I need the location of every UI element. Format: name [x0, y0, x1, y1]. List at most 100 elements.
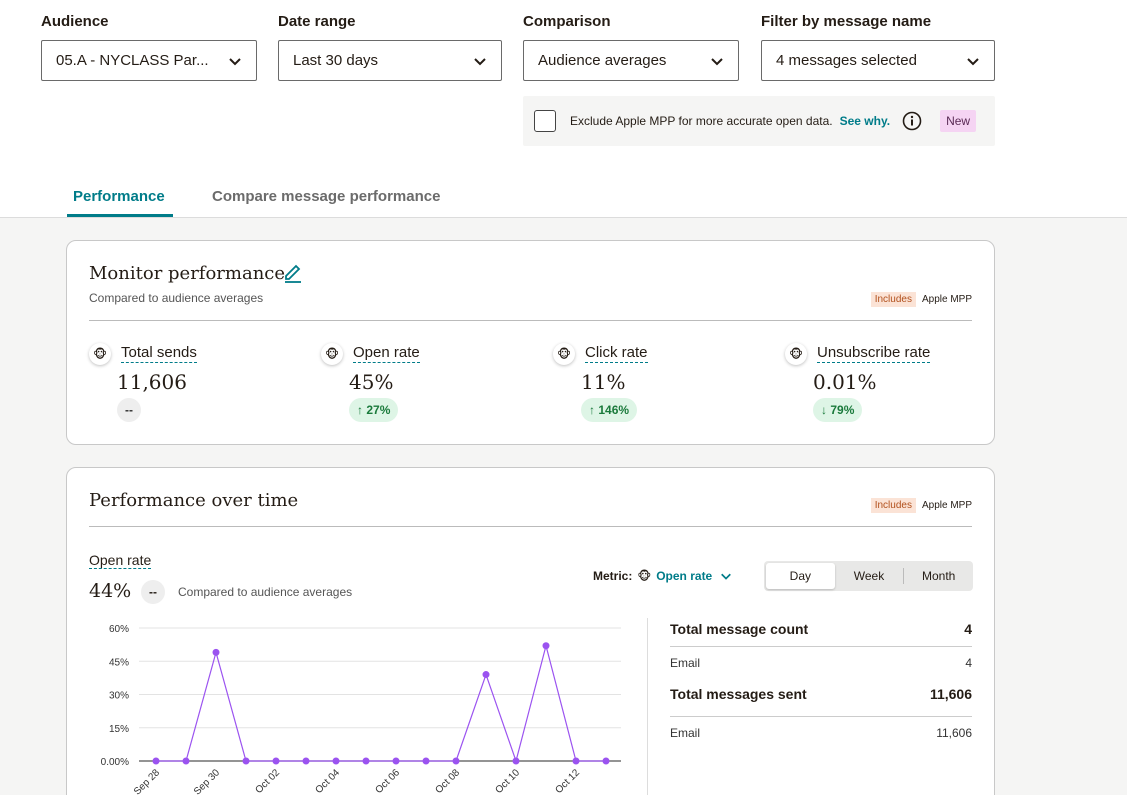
comparison-select[interactable]: Audience averages [523, 40, 739, 81]
data-point [362, 757, 370, 765]
chevron-down-icon [967, 57, 979, 65]
x-tick-label: Sep 28 [132, 767, 162, 795]
stat-value: 11,606 [936, 726, 972, 740]
data-point [452, 757, 460, 765]
info-icon[interactable] [902, 111, 922, 131]
total-messages-sent-row: Total messages sent 11,606 [670, 686, 972, 702]
exclude-mpp-text: Exclude Apple MPP for more accurate open… [570, 114, 833, 128]
includes-mpp: Includes Apple MPP [870, 292, 972, 307]
x-tick-label: Oct 10 [494, 767, 523, 795]
email-sent-row: Email 11,606 [670, 726, 972, 740]
data-point [152, 757, 160, 765]
metric-label[interactable]: Open rate [353, 344, 420, 363]
data-point [542, 642, 550, 650]
monitor-performance-card: Monitor performance Compared to audience… [66, 240, 995, 445]
arrow-up-icon: ↑ [589, 403, 595, 417]
stat-value: 11,606 [929, 686, 972, 702]
metric-selector-value: Open rate [656, 569, 713, 583]
data-point [182, 757, 190, 765]
see-why-link[interactable]: See why. [839, 114, 891, 128]
divider [647, 618, 648, 795]
y-tick-label: 45% [109, 657, 129, 668]
x-tick-label: Sep 30 [192, 767, 222, 795]
granularity-week[interactable]: Week [853, 569, 885, 583]
granularity-toggle: Day Week Month [764, 561, 973, 591]
chart-metric-label[interactable]: Open rate [89, 552, 152, 569]
metric-delta: ↑ 146% [581, 398, 638, 422]
mailchimp-icon: 🐵 [553, 343, 575, 365]
new-badge: New [940, 110, 977, 132]
data-point [272, 757, 280, 765]
x-tick-label: Oct 04 [314, 767, 343, 795]
data-point [572, 757, 580, 765]
delta-value: 79% [830, 403, 855, 417]
data-point [302, 757, 310, 765]
date-range-label: Date range [278, 13, 356, 30]
chevron-down-icon [229, 57, 241, 65]
x-tick-label: Oct 12 [554, 767, 583, 795]
stat-value: 4 [964, 621, 972, 637]
metric-delta: ↓ 79% [813, 398, 863, 422]
stat-label: Email [670, 656, 701, 670]
metric-delta: -- [117, 398, 141, 422]
arrow-up-icon: ↑ [357, 403, 363, 417]
arrow-down-icon: ↓ [821, 403, 827, 417]
mailchimp-icon: 🐵 [321, 343, 343, 365]
metric-value: 11% [581, 370, 626, 394]
message-filter-label: Filter by message name [761, 13, 932, 30]
monitor-subtitle: Compared to audience averages [89, 291, 264, 305]
metric-selector[interactable]: Metric: 🐵 Open rate [593, 569, 732, 583]
data-point [212, 648, 220, 656]
delta-value: 146% [598, 403, 630, 417]
data-point [242, 757, 250, 765]
granularity-month[interactable]: Month [922, 569, 956, 583]
audience-label: Audience [41, 13, 109, 30]
divider [670, 716, 972, 717]
metric-label[interactable]: Unsubscribe rate [817, 344, 931, 363]
tab-compare-message-performance[interactable]: Compare message performance [212, 188, 441, 205]
exclude-mpp-checkbox[interactable] [534, 110, 556, 132]
metric-label[interactable]: Total sends [121, 344, 197, 363]
mailchimp-icon: 🐵 [637, 569, 652, 583]
total-message-count-row: Total message count 4 [670, 621, 972, 637]
open-rate-line-chart: 60% 45% 30% 15% 0.00%Sep 28 Sep 30 Oct 02 Oct 0… [101, 624, 621, 795]
data-point [602, 757, 610, 765]
message-filter-value: 4 messages selected [776, 52, 917, 69]
divider [89, 526, 972, 527]
metric-delta: ↑ 27% [349, 398, 399, 422]
audience-select[interactable]: 05.A - NYCLASS Par... [41, 40, 257, 81]
message-filter-select[interactable]: 4 messages selected [761, 40, 995, 81]
email-count-row: Email 4 [670, 656, 972, 670]
chevron-down-icon [721, 573, 732, 580]
date-range-select[interactable]: Last 30 days [278, 40, 502, 81]
compared-text: Compared to audience averages [178, 585, 353, 599]
data-point [512, 757, 520, 765]
comparison-label: Comparison [523, 13, 611, 30]
y-tick-label: 15% [109, 724, 129, 735]
comparison-value: Audience averages [538, 52, 667, 69]
edit-icon[interactable] [282, 262, 304, 284]
filter-header: Audience 05.A - NYCLASS Par... Date rang… [0, 0, 1127, 218]
y-tick-label: 30% [109, 691, 129, 702]
x-tick-label: Oct 02 [254, 767, 283, 795]
metric-label[interactable]: Click rate [585, 344, 648, 363]
chevron-down-icon [474, 57, 486, 65]
granularity-day[interactable]: Day [766, 563, 835, 589]
divider [903, 568, 905, 584]
tab-performance[interactable]: Performance [67, 188, 173, 217]
chevron-down-icon [711, 57, 723, 65]
metric-value: 11,606 [117, 370, 187, 394]
x-tick-label: Oct 08 [434, 767, 463, 795]
y-tick-label: 60% [109, 624, 129, 635]
y-tick-label: 0.00% [101, 757, 129, 768]
includes-mpp: Includes Apple MPP [870, 498, 972, 513]
includes-tag: Includes [870, 292, 916, 307]
performance-over-time-card: Performance over time Includes Apple MPP… [66, 467, 995, 795]
stat-value: 4 [965, 656, 972, 670]
delta-value: 27% [366, 403, 391, 417]
data-point [332, 757, 340, 765]
includes-tag: Includes [870, 498, 916, 513]
divider [89, 320, 972, 321]
chart-metric-value: 44% [89, 580, 132, 602]
over-time-title: Performance over time [89, 490, 299, 511]
